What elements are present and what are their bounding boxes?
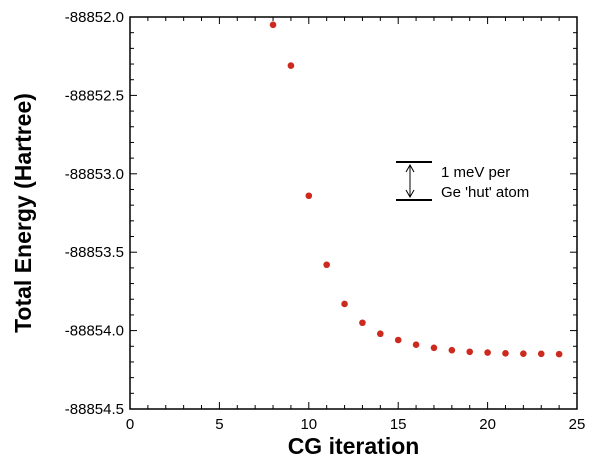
data-point [484,349,491,356]
x-tick-label: 5 [215,416,223,433]
y-tick-label: -88852.5 [65,87,124,104]
data-point [448,346,456,354]
data-point [323,261,330,269]
y-tick-label: -88854.0 [65,323,124,340]
x-tick-label: 20 [479,416,496,433]
data-point [412,341,420,349]
data-point [377,330,384,338]
annotation-text-line1: 1 meV per [441,164,510,181]
x-axis-title: CG iteration [288,433,420,459]
y-tick-label: -88852.0 [65,9,124,26]
data-point [466,348,474,356]
annotation-text-line2: Ge 'hut' atom [441,184,529,201]
y-tick-label: -88854.5 [65,401,124,418]
y-tick-label: -88853.0 [65,166,124,183]
energy-scale-annotation: 1 meV per Ge 'hut' atom [396,161,529,201]
plot-frame [129,16,578,410]
y-tick-label: -88853.5 [65,244,124,261]
data-points [269,21,563,358]
data-point [341,300,348,308]
data-point [287,62,295,69]
axes-frame [129,16,578,410]
x-tick-label: 25 [569,416,586,433]
data-point [502,350,509,357]
data-point [359,319,366,327]
annotation-arrowhead-down [405,189,415,199]
data-point [430,344,438,352]
tick-labels: 0 5 10 15 20 25 -88852.0 -88852.5 -88853.0 -88853… [65,9,586,433]
data-point [305,192,313,200]
y-axis-title: Total Energy (Hartree) [10,93,36,333]
x-tick-label: 0 [126,416,134,433]
data-point [269,21,277,29]
data-point [394,336,402,344]
data-point [555,350,563,358]
data-point [520,350,527,357]
x-tick-label: 15 [390,416,407,433]
annotation-arrowhead-up [405,163,415,173]
x-tick-label: 10 [300,416,317,433]
data-point [537,350,545,358]
axis-ticks [129,16,578,410]
